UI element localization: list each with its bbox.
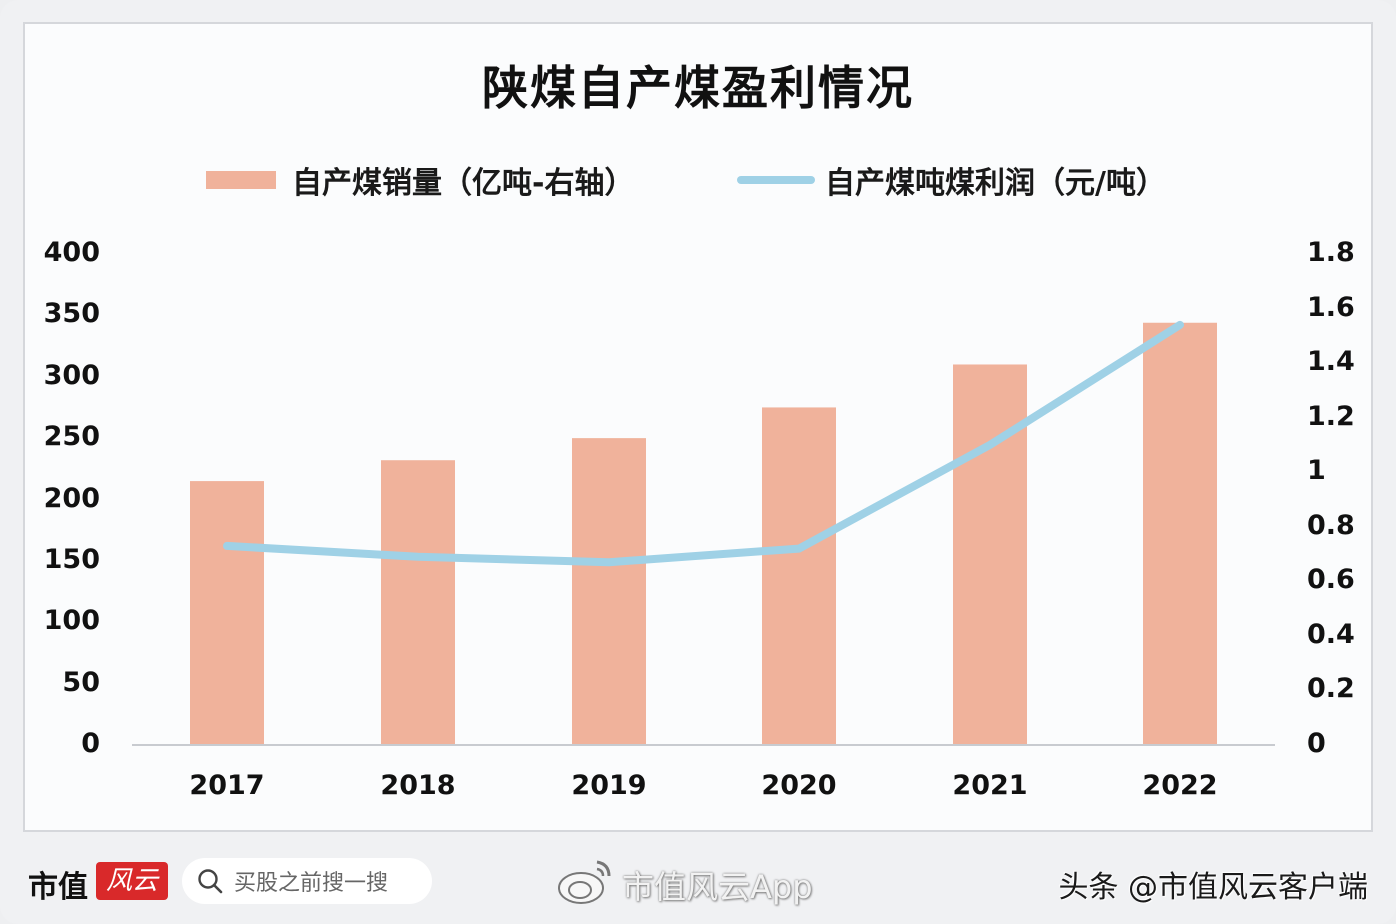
left-tick: 350 <box>43 298 100 329</box>
source-credit: 头条 @市值风云客户端 <box>1058 870 1368 905</box>
left-tick: 0 <box>81 728 100 759</box>
legend-label-sales: 自产煤销量（亿吨-右轴） <box>292 166 635 201</box>
x-tick: 2019 <box>571 770 647 801</box>
bar-2022 <box>1143 322 1217 745</box>
right-tick: 0 <box>1307 728 1326 759</box>
left-tick: 300 <box>43 360 100 391</box>
weibo-icon <box>558 860 611 904</box>
left-tick: 250 <box>43 421 100 452</box>
search-placeholder: 买股之前搜一搜 <box>234 871 389 896</box>
bar-series <box>190 322 1217 745</box>
chart-legend: 自产煤销量（亿吨-右轴） 自产煤吨煤利润（元/吨） <box>0 158 1396 202</box>
legend-label-profit: 自产煤吨煤利润（元/吨） <box>825 166 1166 201</box>
right-tick: 1.8 <box>1307 237 1355 268</box>
x-tick: 2018 <box>380 770 456 801</box>
bar-2020 <box>762 407 836 745</box>
right-tick: 1 <box>1307 455 1326 486</box>
search-icon <box>198 869 223 894</box>
x-tick: 2017 <box>189 770 265 801</box>
right-tick: 1.4 <box>1307 346 1355 377</box>
line-swatch-icon <box>737 176 815 184</box>
x-tick: 2022 <box>1142 770 1218 801</box>
brand-logo-text: 市值 <box>28 870 88 905</box>
bar-2018 <box>381 460 455 745</box>
legend-item-profit: 自产煤吨煤利润（元/吨） <box>737 158 1166 202</box>
bar-2021 <box>953 364 1027 745</box>
bar-2019 <box>572 438 646 745</box>
right-tick: 0.4 <box>1307 619 1355 650</box>
x-tick: 2021 <box>952 770 1028 801</box>
right-tick: 1.2 <box>1307 401 1355 432</box>
left-tick: 200 <box>43 483 100 514</box>
line-series <box>223 320 1184 567</box>
legend-item-sales: 自产煤销量（亿吨-右轴） <box>206 158 634 202</box>
watermark-footer: 市值 风云 买股之前搜一搜 市值风云App 头条 @市值风云客户端 <box>0 850 1396 910</box>
x-tick: 2020 <box>761 770 837 801</box>
app-watermark: 市值风云App <box>622 868 813 906</box>
brand-logo-badge: 风云 <box>96 862 168 900</box>
right-tick: 0.2 <box>1307 673 1355 704</box>
right-tick: 1.6 <box>1307 292 1355 323</box>
left-tick: 50 <box>62 667 100 698</box>
right-tick: 0.8 <box>1307 510 1355 541</box>
bar-swatch-icon <box>206 171 276 189</box>
left-tick: 400 <box>43 237 100 268</box>
left-tick: 100 <box>43 605 100 636</box>
bar-2017 <box>190 481 264 745</box>
right-tick: 0.6 <box>1307 564 1355 595</box>
chart-title: 陕煤自产煤盈利情况 <box>482 61 914 115</box>
left-tick: 150 <box>43 544 100 575</box>
search-box: 买股之前搜一搜 <box>182 858 432 904</box>
